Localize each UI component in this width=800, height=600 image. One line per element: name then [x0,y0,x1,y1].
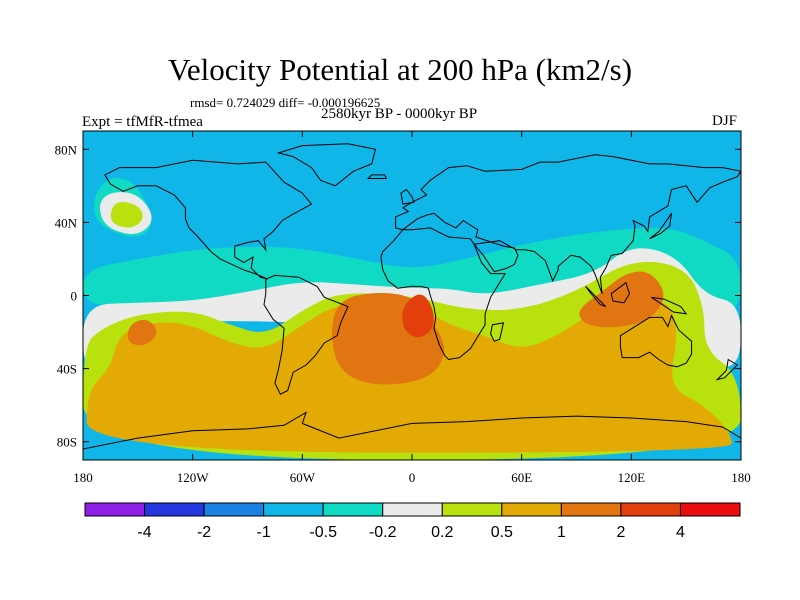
x-tick-label: 60E [511,470,532,485]
colorbar-swatch [679,502,741,517]
axis-ticks: 180 120W 60W 0 60E 120E 180 80N 40N 0 40S 80S [55,131,751,485]
field-region-6 [110,202,143,228]
coastline-madagascar [490,322,505,342]
chart-title: Velocity Potential at 200 hPa (km2/s) [167,52,633,87]
period-label: 2580kyr BP - 0000kyr BP [321,106,478,122]
season-label: DJF [712,113,738,129]
y-tick-label: 80N [55,142,78,157]
colorbar-swatch [620,502,681,517]
y-tick-label: 40S [57,362,77,377]
coastline-south-america [263,274,349,395]
coastline-sumatra [585,286,607,307]
field-region-10 [127,319,157,346]
coastline-africa [380,227,507,361]
colorbar-swatch [501,502,562,517]
y-tick-label: 40N [55,215,78,230]
colorbar-swatch [560,502,622,517]
field-region-9 [579,271,664,328]
field-region-11 [402,294,434,338]
coastline-layer [83,143,741,450]
coastline-greenland [276,143,377,187]
colorbar-label: 4 [676,524,685,541]
colorbar-swatch [382,502,443,517]
coastline-borneo [610,281,631,304]
coastline-britain [400,188,415,205]
rmsd-diff-label: rmsd= 0.724029 diff= -0.000196625 [190,95,381,110]
colorbar-label: 1 [557,524,566,541]
x-tick-label: 0 [409,470,416,485]
coastline-japan [649,213,672,240]
y-tick-label: 0 [71,289,78,304]
coastline-eurasia [395,154,741,294]
colorbar-label: 2 [616,524,625,541]
colorbar-swatch [84,502,146,517]
coastline-new-zealand [715,358,739,381]
x-tick-label: 60W [290,470,316,485]
colorbar-label: -0.2 [369,524,397,541]
colorbar-swatch [263,502,324,517]
y-tick-label: 80S [57,435,77,450]
colorbar-label: 0.2 [431,524,453,541]
coastline-new-guinea [651,296,688,315]
x-tick-label: 180 [73,470,93,485]
coastline-australia [619,314,693,368]
colorbar-swatch [144,502,205,517]
experiment-label: Expt = tfMfR-tfmea [82,114,203,130]
coastline-north-america [104,159,313,280]
colorbar-label: -2 [197,524,211,541]
coastline-iceland [366,174,388,179]
coastline-antarctica [83,411,741,450]
colorbar-swatch [322,502,384,517]
colorbar-label: -4 [137,524,151,541]
colorbar-label: -1 [257,524,271,541]
x-tick-label: 120E [618,470,646,485]
colorbar-label: -0.5 [309,524,337,541]
x-tick-label: 180 [731,470,751,485]
colorbar-label: 0.5 [491,524,513,541]
colorbar-swatch [441,502,503,517]
contour-fill-layer [83,131,741,460]
colorbar: -4 -2 -1 -0.5 -0.2 0.2 0.5 1 2 4 [84,502,741,541]
colorbar-swatch [203,502,265,517]
x-tick-label: 120W [177,470,210,485]
